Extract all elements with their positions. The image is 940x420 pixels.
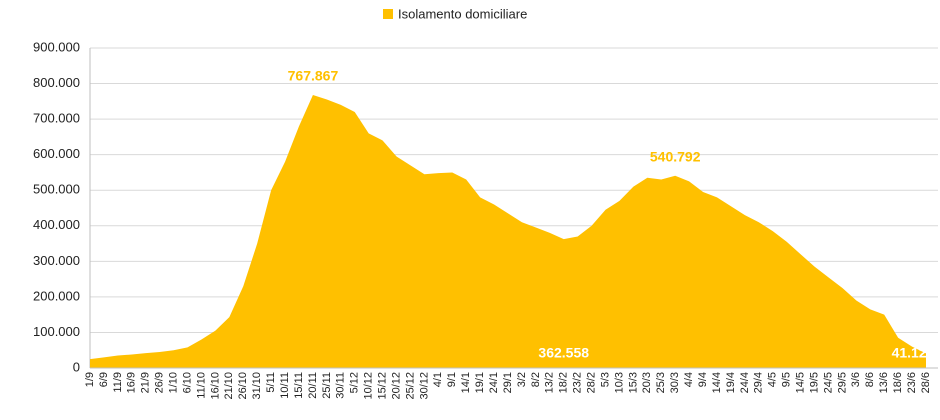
- x-tick-label: 28/6: [920, 372, 932, 393]
- x-tick-label: 23/6: [906, 372, 918, 393]
- x-tick-label: 24/1: [488, 372, 500, 393]
- area: [90, 94, 926, 368]
- x-tick-label: 16/10: [209, 372, 221, 400]
- x-tick-label: 14/1: [460, 372, 472, 393]
- legend-swatch: [383, 9, 393, 19]
- x-tick-label: 29/1: [502, 372, 514, 393]
- x-tick-label: 15/11: [293, 372, 305, 399]
- x-tick-label: 13/6: [878, 372, 890, 393]
- x-tick-label: 26/9: [154, 372, 166, 393]
- x-tick-label: 29/5: [836, 372, 848, 393]
- x-tick-label: 28/2: [586, 372, 598, 393]
- x-tick-label: 4/4: [683, 372, 695, 387]
- x-tick-label: 10/12: [363, 372, 375, 400]
- y-tick-label: 300.000: [33, 253, 80, 268]
- x-tick-label: 10/3: [613, 372, 625, 393]
- x-tick-label: 1/9: [84, 372, 96, 387]
- y-tick-label: 0: [73, 359, 80, 374]
- x-tick-label: 4/5: [767, 372, 779, 387]
- y-tick-label: 500.000: [33, 182, 80, 197]
- x-tick-label: 5/3: [599, 372, 611, 387]
- x-tick-label: 6/9: [98, 372, 110, 387]
- x-tick-label: 16/9: [126, 372, 138, 393]
- x-tick-label: 20/3: [641, 372, 653, 393]
- x-tick-label: 29/4: [753, 372, 765, 393]
- x-tick-label: 6/10: [181, 372, 193, 393]
- y-tick-label: 100.000: [33, 324, 80, 339]
- x-tick-label: 19/1: [474, 372, 486, 393]
- x-tick-label: 10/11: [279, 372, 291, 399]
- x-tick-label: 21/10: [223, 372, 235, 400]
- data-label: 41.121: [892, 345, 935, 361]
- data-label: 540.792: [650, 148, 701, 164]
- x-tick-label: 23/2: [572, 372, 584, 393]
- x-tick-label: 9/1: [446, 372, 458, 387]
- x-tick-label: 1/10: [168, 372, 180, 393]
- y-tick-label: 600.000: [33, 146, 80, 161]
- x-tick-label: 20/12: [390, 372, 402, 400]
- legend-label: Isolamento domiciliare: [398, 6, 527, 21]
- y-tick-label: 900.000: [33, 39, 80, 54]
- x-tick-label: 18/2: [558, 372, 570, 393]
- data-label: 362.558: [538, 345, 589, 361]
- y-tick-label: 200.000: [33, 288, 80, 303]
- y-tick-label: 400.000: [33, 217, 80, 232]
- x-tick-label: 3/6: [850, 372, 862, 387]
- x-tick-label: 13/2: [544, 372, 556, 393]
- x-tick-label: 24/4: [739, 372, 751, 393]
- x-tick-label: 15/3: [627, 372, 639, 393]
- x-tick-label: 25/11: [321, 372, 333, 399]
- x-tick-label: 4/1: [432, 372, 444, 387]
- x-tick-label: 15/12: [377, 372, 389, 400]
- x-tick-label: 18/6: [892, 372, 904, 393]
- x-tick-label: 30/11: [335, 372, 347, 399]
- x-tick-label: 24/5: [822, 372, 834, 393]
- x-tick-label: 21/9: [140, 372, 152, 393]
- x-tick-label: 31/10: [251, 372, 263, 400]
- x-tick-label: 14/4: [711, 372, 723, 393]
- x-tick-label: 5/12: [349, 372, 361, 393]
- x-tick-label: 9/4: [697, 372, 709, 387]
- x-tick-label: 5/11: [265, 372, 277, 393]
- x-tick-label: 20/11: [307, 372, 319, 399]
- x-tick-label: 19/4: [725, 372, 737, 393]
- data-label: 767.867: [288, 68, 339, 84]
- x-tick-label: 25/3: [655, 372, 667, 393]
- x-tick-label: 11/9: [112, 372, 124, 393]
- x-tick-label: 8/6: [864, 372, 876, 387]
- x-tick-label: 26/10: [237, 372, 249, 400]
- x-tick-label: 25/12: [404, 372, 416, 400]
- x-tick-label: 9/5: [781, 372, 793, 387]
- y-tick-label: 800.000: [33, 75, 80, 90]
- x-tick-label: 30/12: [418, 372, 430, 400]
- x-tick-label: 11/10: [195, 372, 207, 399]
- x-tick-label: 19/5: [808, 372, 820, 393]
- x-tick-label: 8/2: [530, 372, 542, 387]
- x-tick-label: 3/2: [516, 372, 528, 387]
- x-tick-label: 14/5: [795, 372, 807, 393]
- y-tick-label: 700.000: [33, 111, 80, 126]
- x-tick-label: 30/3: [669, 372, 681, 393]
